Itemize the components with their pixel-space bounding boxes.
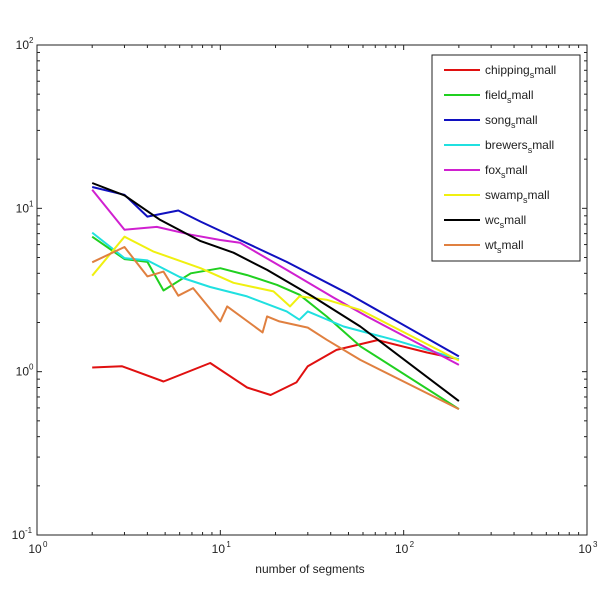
series-line-song-small — [91, 186, 460, 358]
series-line-swamp-small — [91, 235, 460, 362]
x-tick-exponent: 1 — [226, 540, 231, 549]
y-tick-exponent: -1 — [25, 526, 33, 535]
x-tick-label: 10 — [395, 542, 409, 556]
legend: chippingsmall fieldsmall songsmall brewerss… — [431, 54, 581, 262]
legend-label: songsmall — [485, 113, 538, 130]
series-line-wc-small — [91, 182, 460, 402]
x-axis-label: number of segments — [255, 562, 364, 576]
legend-box — [431, 54, 581, 262]
series-line-chipping-small — [92, 339, 460, 396]
x-tick-label: 10 — [28, 542, 42, 556]
y-tick-label: 10 — [12, 528, 26, 542]
legend-label: fieldsmall — [485, 88, 534, 105]
series-line-brewers-small — [91, 231, 460, 361]
x-tick-exponent: 2 — [410, 540, 415, 549]
y-tick-label: 10 — [16, 201, 30, 215]
series-line-wt-small — [91, 246, 460, 410]
legend-label: swampsmall — [485, 188, 550, 205]
x-tick-label: 10 — [578, 542, 592, 556]
legend-label: chippingsmall — [485, 63, 556, 80]
axis-ticks: 10 0 10 1 10 2 10 310 -110 010 110 2 — [12, 36, 598, 556]
y-tick-exponent: 1 — [29, 199, 34, 208]
x-tick-exponent: 3 — [593, 540, 598, 549]
y-tick-exponent: 2 — [29, 36, 34, 45]
x-tick-label: 10 — [212, 542, 226, 556]
y-tick-label: 10 — [16, 38, 30, 52]
x-tick-exponent: 0 — [43, 540, 48, 549]
legend-label: wcsmall — [484, 213, 526, 230]
legend-label: wtsmall — [484, 238, 524, 255]
legend-label: brewerssmall — [485, 138, 554, 155]
series-lines — [91, 182, 460, 410]
legend-label: foxsmall — [485, 163, 528, 180]
y-tick-label: 10 — [16, 365, 30, 379]
y-tick-exponent: 0 — [29, 363, 34, 372]
